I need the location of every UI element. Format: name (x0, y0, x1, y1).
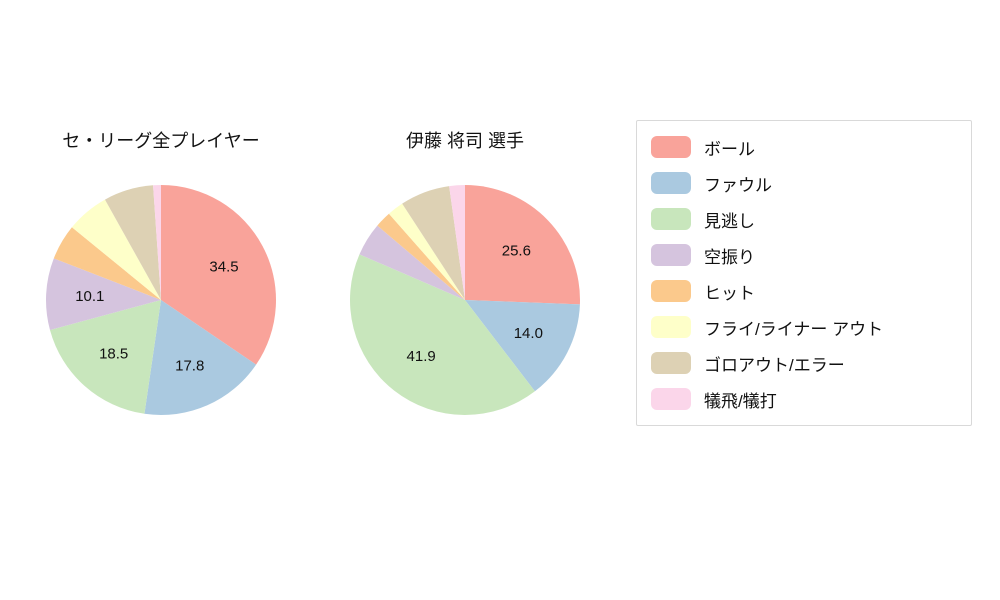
legend-label: ゴロアウト/エラー (704, 355, 845, 375)
pie-slice-0-2 (49, 300, 161, 414)
pie-player-svg: 25.6 14.0 41.9 (350, 185, 580, 415)
pie-value-label: 10.1 (75, 288, 104, 305)
pie-chart-player: 伊藤 将司 選手 25.6 14.0 41.9 (320, 128, 610, 420)
legend-label: 見逃し (704, 211, 755, 231)
legend-swatch (651, 244, 691, 266)
legend-item-5: フライ/ライナー アウト (651, 309, 971, 345)
pie-value-label: 41.9 (407, 348, 436, 365)
pie-slice-1-3 (359, 225, 465, 300)
legend-swatch (651, 280, 691, 302)
legend-swatch (651, 136, 691, 158)
legend-label: ファウル (704, 175, 772, 195)
pie-slice-1-5 (388, 203, 465, 300)
legend-item-2: 見逃し (651, 201, 971, 237)
pie-slice-1-7 (449, 185, 465, 300)
pie-slice-1-2 (350, 254, 535, 415)
pie-chart-league: セ・リーグ全プレイヤー 34.5 17.8 18.5 10.1 (16, 128, 306, 420)
legend-label: フライ/ライナー アウト (704, 319, 884, 339)
pie-value-label: 18.5 (99, 345, 128, 362)
pie-slice-0-3 (45, 258, 161, 330)
pie-value-label: 14.0 (514, 325, 543, 342)
legend-swatch (651, 388, 691, 410)
legend-label: ボール (704, 139, 755, 159)
pie-value-label: 34.5 (209, 259, 238, 276)
pie-slice-0-4 (53, 227, 161, 300)
pie-league-svg: 34.5 17.8 18.5 10.1 (45, 185, 276, 415)
legend-item-0: ボール (651, 129, 971, 165)
pie-slice-1-4 (377, 213, 465, 300)
legend-item-7: 犠飛/犠打 (651, 381, 971, 417)
pie-slice-0-0 (161, 185, 276, 365)
legend-swatch (651, 316, 691, 338)
pie-slice-0-7 (153, 185, 161, 300)
legend-item-3: 空振り (651, 237, 971, 273)
chart-title-league: セ・リーグ全プレイヤー (62, 131, 260, 151)
legend-swatch (651, 352, 691, 374)
pie-slice-0-6 (104, 185, 161, 300)
pie-slice-0-5 (71, 199, 161, 300)
legend: ボールファウル見逃し空振りヒットフライ/ライナー アウト ゴロアウト/エラー 犠飛/… (636, 120, 972, 426)
pie-value-label: 25.6 (502, 243, 531, 260)
pie-slice-0-1 (144, 300, 257, 415)
legend-swatch (651, 172, 691, 194)
legend-label: ヒット (704, 283, 755, 303)
legend-label: 犠飛/犠打 (704, 391, 777, 411)
pie-slice-1-0 (465, 185, 580, 305)
legend-swatch (651, 208, 691, 230)
legend-item-1: ファウル (651, 165, 971, 201)
pie-slice-1-6 (402, 186, 465, 300)
legend-label: 空振り (704, 247, 755, 267)
pie-value-label: 17.8 (175, 357, 204, 374)
legend-item-6: ゴロアウト/エラー (651, 345, 971, 381)
pie-slice-1-1 (465, 300, 580, 392)
chart-title-player: 伊藤 将司 選手 (405, 131, 524, 151)
legend-item-4: ヒット (651, 273, 971, 309)
